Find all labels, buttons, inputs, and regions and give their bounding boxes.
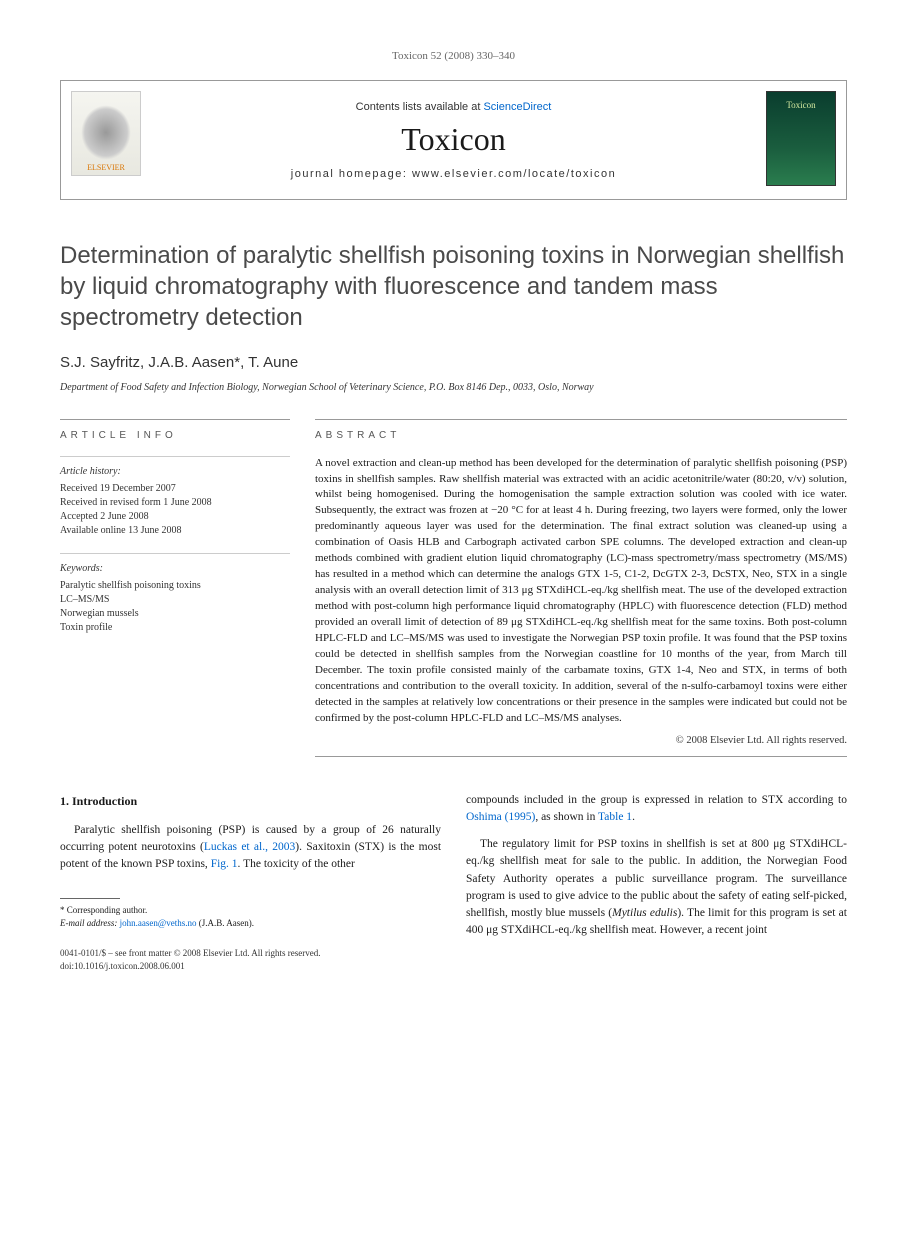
section-1-heading: 1. Introduction xyxy=(60,792,441,810)
abstract-heading: ABSTRACT xyxy=(315,419,847,441)
keywords-block: Keywords: Paralytic shellfish poisoning … xyxy=(60,553,290,635)
corresponding-author-footnote: * Corresponding author. E-mail address: … xyxy=(60,904,441,929)
front-matter-info: 0041-0101/$ – see front matter © 2008 El… xyxy=(60,947,441,972)
corr-author-label: * Corresponding author. xyxy=(60,904,441,917)
oshima-citation-link[interactable]: Oshima (1995) xyxy=(466,811,535,823)
issn-copyright-line: 0041-0101/$ – see front matter © 2008 El… xyxy=(60,947,441,960)
running-header: Toxicon 52 (2008) 330–340 xyxy=(60,50,847,62)
received-date: Received 19 December 2007 xyxy=(60,482,290,496)
homepage-label: journal homepage: xyxy=(291,168,412,180)
body-left-column: 1. Introduction Paralytic shellfish pois… xyxy=(60,792,441,973)
email-label: E-mail address: xyxy=(60,918,120,928)
keyword-2: LC–MS/MS xyxy=(60,593,290,607)
article-title: Determination of paralytic shellfish poi… xyxy=(60,240,847,334)
species-name: Mytilus edulis xyxy=(612,907,677,919)
email-line: E-mail address: john.aasen@veths.no (J.A… xyxy=(60,917,441,930)
contents-list-line: Contents lists available at ScienceDirec… xyxy=(356,101,552,113)
keyword-4: Toxin profile xyxy=(60,621,290,635)
rp1-text-a: compounds included in the group is expre… xyxy=(466,794,847,806)
elsevier-logo: ELSEVIER xyxy=(71,91,141,176)
contents-prefix: Contents lists available at xyxy=(356,101,484,113)
intro-paragraph-1: Paralytic shellfish poisoning (PSP) is c… xyxy=(60,822,441,874)
history-label: Article history: xyxy=(60,465,290,479)
affiliation: Department of Food Safety and Infection … xyxy=(60,381,847,394)
author-email-link[interactable]: john.aasen@veths.no xyxy=(120,918,197,928)
article-history-block: Article history: Received 19 December 20… xyxy=(60,456,290,538)
authors-line: S.J. Sayfritz, J.A.B. Aasen*, T. Aune xyxy=(60,354,847,371)
revised-date: Received in revised form 1 June 2008 xyxy=(60,496,290,510)
journal-name: Toxicon xyxy=(401,121,505,158)
journal-homepage: journal homepage: www.elsevier.com/locat… xyxy=(291,168,616,180)
cover-title: Toxicon xyxy=(786,100,815,110)
intro-paragraph-2: The regulatory limit for PSP toxins in s… xyxy=(466,836,847,940)
journal-header-box: ELSEVIER Toxicon Contents lists availabl… xyxy=(60,80,847,200)
article-info-column: ARTICLE INFO Article history: Received 1… xyxy=(60,419,290,757)
publisher-name: ELSEVIER xyxy=(87,163,125,172)
abstract-text: A novel extraction and clean-up method h… xyxy=(315,456,847,727)
sciencedirect-link[interactable]: ScienceDirect xyxy=(483,101,551,113)
intro-paragraph-1-continued: compounds included in the group is expre… xyxy=(466,792,847,827)
elsevier-tree-icon xyxy=(81,105,131,160)
email-suffix: (J.A.B. Aasen). xyxy=(196,918,254,928)
rp1-text-b: , as shown in xyxy=(535,811,598,823)
online-date: Available online 13 June 2008 xyxy=(60,524,290,538)
doi-line: doi:10.1016/j.toxicon.2008.06.001 xyxy=(60,960,441,973)
keywords-label: Keywords: xyxy=(60,562,290,576)
abstract-column: ABSTRACT A novel extraction and clean-up… xyxy=(315,419,847,757)
rp1-text-c: . xyxy=(632,811,635,823)
article-info-heading: ARTICLE INFO xyxy=(60,419,290,441)
footnote-separator xyxy=(60,898,120,899)
abstract-divider xyxy=(315,756,847,757)
p1-text-c: . The toxicity of the other xyxy=(238,858,355,870)
journal-cover-thumbnail: Toxicon xyxy=(766,91,836,186)
luckas-citation-link[interactable]: Luckas et al., 2003 xyxy=(204,841,295,853)
homepage-url: www.elsevier.com/locate/toxicon xyxy=(412,168,616,180)
body-right-column: compounds included in the group is expre… xyxy=(466,792,847,973)
fig1-link[interactable]: Fig. 1 xyxy=(211,858,238,870)
accepted-date: Accepted 2 June 2008 xyxy=(60,510,290,524)
table1-link[interactable]: Table 1 xyxy=(598,811,632,823)
body-columns: 1. Introduction Paralytic shellfish pois… xyxy=(60,792,847,973)
abstract-copyright: © 2008 Elsevier Ltd. All rights reserved… xyxy=(315,735,847,746)
info-abstract-row: ARTICLE INFO Article history: Received 1… xyxy=(60,419,847,757)
keyword-1: Paralytic shellfish poisoning toxins xyxy=(60,579,290,593)
keyword-3: Norwegian mussels xyxy=(60,607,290,621)
